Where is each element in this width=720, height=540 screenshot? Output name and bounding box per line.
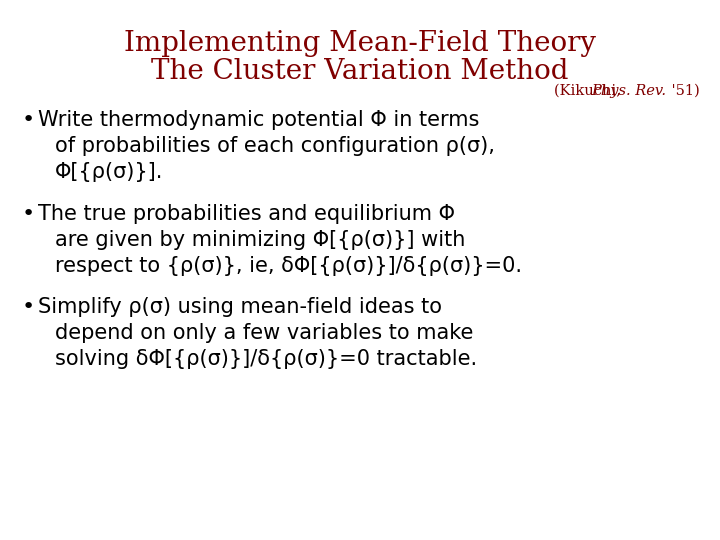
Text: respect to {ρ(σ)}, ie, δΦ[{ρ(σ)}]/δ{ρ(σ)}=0.: respect to {ρ(σ)}, ie, δΦ[{ρ(σ)}]/δ{ρ(σ)…	[55, 255, 522, 275]
Text: solving δΦ[{ρ(σ)}]/δ{ρ(σ)}=0 tractable.: solving δΦ[{ρ(σ)}]/δ{ρ(σ)}=0 tractable.	[55, 349, 477, 369]
Text: Phys. Rev.: Phys. Rev.	[591, 84, 666, 98]
Text: of probabilities of each configuration ρ(σ),: of probabilities of each configuration ρ…	[55, 136, 495, 156]
Text: depend on only a few variables to make: depend on only a few variables to make	[55, 323, 473, 343]
Text: Simplify ρ(σ) using mean-field ideas to: Simplify ρ(σ) using mean-field ideas to	[38, 297, 442, 317]
Text: •: •	[22, 297, 35, 317]
Text: Implementing Mean-Field Theory: Implementing Mean-Field Theory	[124, 30, 596, 57]
Text: The Cluster Variation Method: The Cluster Variation Method	[151, 58, 569, 85]
Text: •: •	[22, 204, 35, 224]
Text: Write thermodynamic potential Φ in terms: Write thermodynamic potential Φ in terms	[38, 110, 480, 130]
Text: '51): '51)	[667, 84, 700, 98]
Text: are given by minimizing Φ[{ρ(σ)}] with: are given by minimizing Φ[{ρ(σ)}] with	[55, 230, 465, 249]
Text: Φ[{ρ(σ)}].: Φ[{ρ(σ)}].	[55, 162, 163, 182]
Text: The true probabilities and equilibrium Φ: The true probabilities and equilibrium Φ	[38, 204, 455, 224]
Text: •: •	[22, 110, 35, 130]
Text: (Kikuchi,: (Kikuchi,	[554, 84, 626, 98]
